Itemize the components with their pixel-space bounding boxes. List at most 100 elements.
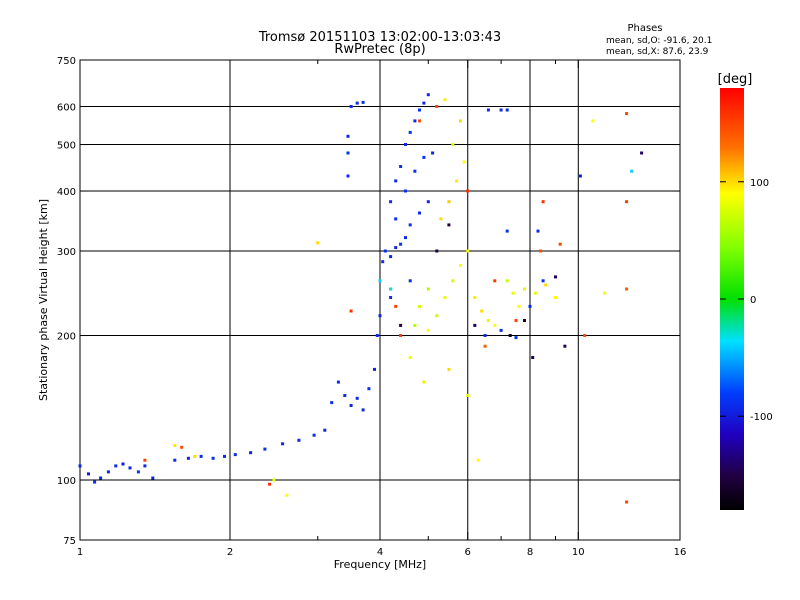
data-point bbox=[121, 462, 125, 466]
data-point bbox=[426, 93, 430, 97]
y-tick-label: 100 bbox=[57, 476, 76, 487]
x-tick-label: 6 bbox=[465, 547, 471, 558]
data-point bbox=[389, 296, 393, 299]
data-point bbox=[383, 249, 387, 253]
data-point bbox=[399, 165, 403, 168]
data-point bbox=[211, 456, 215, 460]
data-point bbox=[447, 367, 451, 371]
data-point bbox=[418, 304, 421, 308]
data-point bbox=[523, 319, 526, 322]
data-point bbox=[173, 444, 177, 447]
data-point bbox=[466, 249, 470, 253]
data-point bbox=[349, 309, 353, 313]
data-point bbox=[418, 119, 421, 123]
colorbar-tick-label: 100 bbox=[750, 178, 769, 189]
data-point bbox=[603, 291, 607, 295]
data-point bbox=[458, 263, 462, 267]
x-tick-label: 4 bbox=[377, 547, 383, 558]
data-point bbox=[563, 344, 567, 348]
data-point bbox=[378, 314, 382, 318]
data-point bbox=[541, 279, 545, 283]
data-point bbox=[346, 134, 350, 138]
y-axis-label: Stationary phase Virtual Height [km] bbox=[37, 199, 50, 401]
data-point bbox=[193, 454, 197, 458]
data-point bbox=[554, 296, 557, 299]
x-tick-label: 16 bbox=[674, 547, 687, 558]
data-point bbox=[394, 304, 398, 308]
data-point bbox=[499, 328, 503, 332]
data-point bbox=[511, 291, 515, 295]
data-point bbox=[199, 454, 203, 458]
data-point bbox=[233, 453, 237, 457]
y-tick-label: 400 bbox=[57, 187, 76, 198]
stats-line-o: mean, sd,O: -91.6, 20.1 bbox=[606, 36, 712, 46]
data-point bbox=[439, 217, 443, 221]
data-point bbox=[404, 236, 407, 240]
data-point bbox=[625, 500, 629, 504]
grid-lines bbox=[80, 60, 680, 540]
data-point bbox=[426, 287, 430, 291]
data-point bbox=[426, 200, 430, 204]
data-point bbox=[297, 438, 301, 442]
data-point bbox=[422, 155, 426, 159]
data-point bbox=[404, 143, 407, 146]
data-point bbox=[505, 279, 509, 283]
data-point bbox=[473, 323, 477, 327]
y-tick-label: 200 bbox=[57, 332, 76, 343]
data-point bbox=[591, 119, 595, 123]
data-point bbox=[404, 189, 407, 193]
data-point bbox=[323, 428, 327, 432]
data-point bbox=[408, 356, 412, 359]
data-point bbox=[483, 334, 487, 337]
data-point bbox=[476, 458, 480, 462]
chart-title: Tromsø 20151103 13:02:00-13:03:43 bbox=[258, 30, 501, 45]
y-tick-label: 500 bbox=[57, 141, 76, 152]
data-point bbox=[399, 242, 403, 246]
data-point bbox=[422, 380, 426, 384]
data-point bbox=[87, 472, 90, 476]
data-point bbox=[249, 451, 253, 455]
x-tick-label: 2 bbox=[227, 547, 233, 558]
data-point bbox=[389, 287, 393, 291]
data-point bbox=[285, 493, 289, 497]
data-point bbox=[443, 98, 447, 102]
y-tick-label: 600 bbox=[57, 103, 76, 114]
data-point bbox=[106, 470, 110, 474]
colorbar-label: [deg] bbox=[718, 72, 753, 87]
colorbar-ticks: 100 0 -100 bbox=[720, 178, 773, 423]
y-tick-label: 75 bbox=[63, 536, 76, 547]
data-point bbox=[408, 130, 412, 134]
data-point bbox=[466, 189, 470, 193]
data-point bbox=[426, 328, 430, 332]
data-point bbox=[458, 119, 462, 123]
data-point bbox=[531, 356, 535, 359]
data-point bbox=[443, 296, 447, 299]
data-point bbox=[389, 255, 393, 259]
colorbar-tick-label: -100 bbox=[750, 412, 773, 423]
data-point bbox=[114, 464, 118, 468]
data-point bbox=[343, 394, 347, 397]
data-point bbox=[399, 334, 403, 337]
data-point bbox=[499, 108, 503, 112]
data-point bbox=[394, 246, 398, 250]
data-point bbox=[422, 101, 426, 105]
data-point bbox=[361, 408, 365, 412]
data-point bbox=[514, 319, 518, 322]
x-tick-label: 1 bbox=[77, 547, 83, 558]
data-point bbox=[539, 249, 543, 253]
data-point bbox=[413, 323, 417, 327]
data-point bbox=[554, 275, 557, 279]
data-point bbox=[505, 108, 509, 112]
axis-ticks: 1 2 4 6 8 10 16 75 100 200 300 400 500 600 750 bbox=[57, 56, 686, 558]
data-point bbox=[186, 456, 190, 460]
data-point bbox=[473, 296, 477, 299]
data-point bbox=[517, 304, 521, 308]
data-point bbox=[544, 283, 548, 287]
data-point bbox=[394, 217, 398, 221]
data-point bbox=[455, 179, 459, 183]
data-point bbox=[375, 334, 379, 337]
data-point bbox=[625, 112, 629, 116]
data-point bbox=[483, 344, 487, 348]
chart-subtitle: RwPretec (8p) bbox=[334, 42, 425, 57]
data-point bbox=[625, 287, 629, 291]
